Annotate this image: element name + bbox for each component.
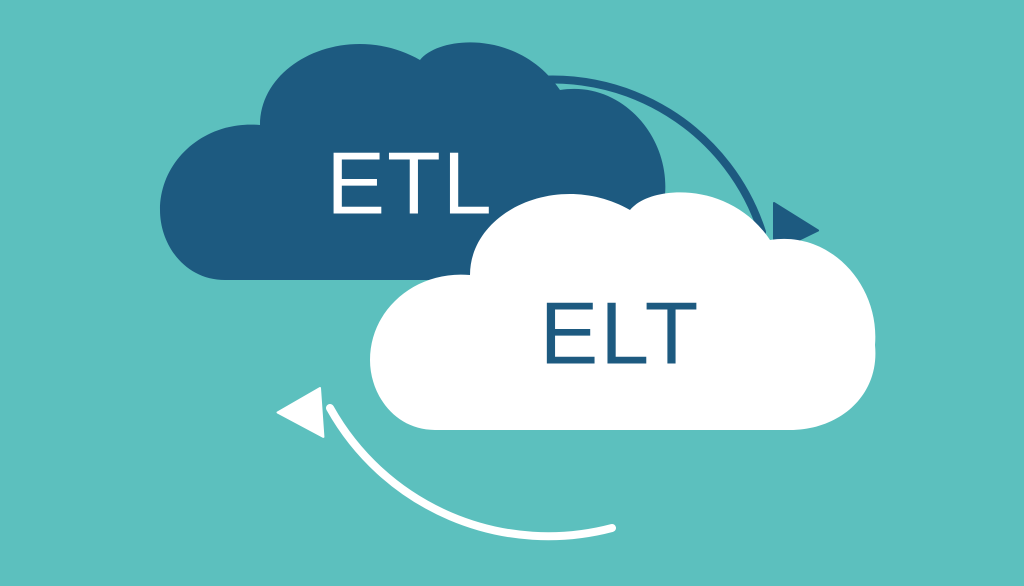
diagram-svg: ETL ELT: [0, 0, 1024, 586]
diagram-canvas: ETL ELT: [0, 0, 1024, 586]
cloud-elt-label: ELT: [540, 283, 701, 382]
cloud-etl-label: ETL: [326, 133, 493, 232]
